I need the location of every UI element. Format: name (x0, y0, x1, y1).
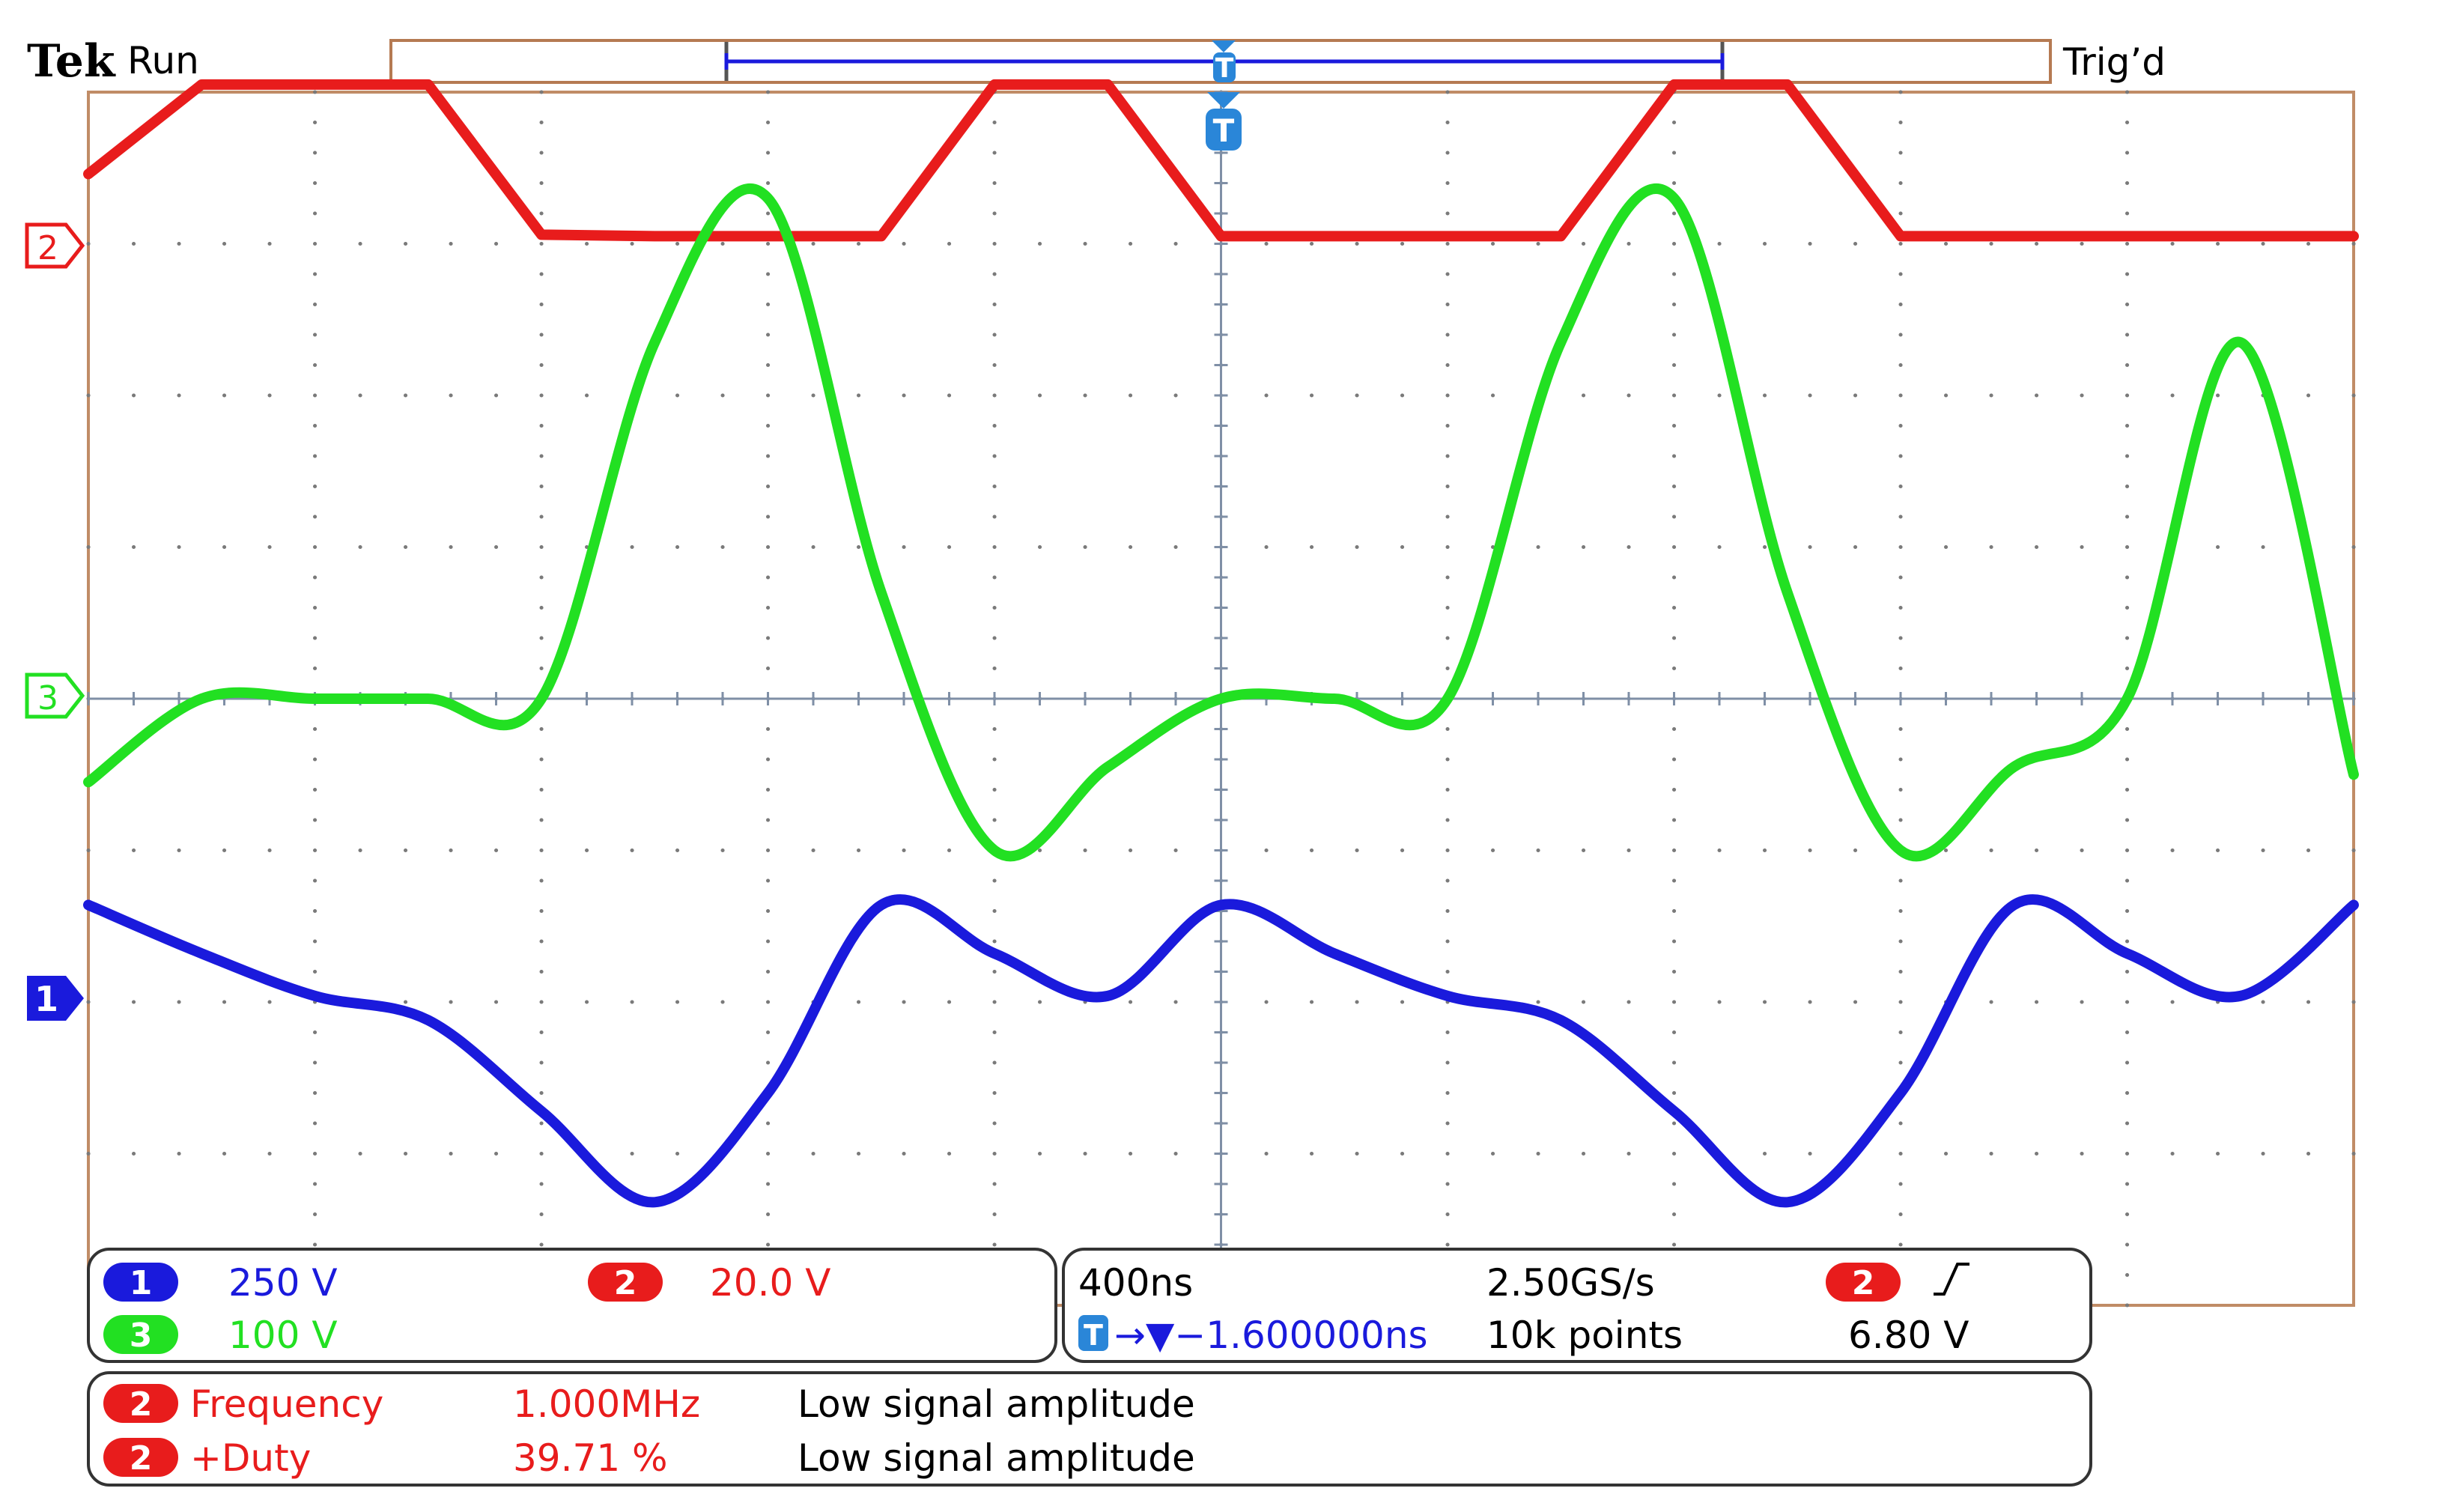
measurement-row[interactable]: 2 +Duty 39.71 % Low signal amplitude (103, 1436, 1195, 1480)
record-trigger-marker: T (1212, 40, 1236, 84)
measurement-channel-badge: 2 (130, 1439, 153, 1478)
ch2-waveform (83, 79, 2359, 242)
brand-logo: Tek (27, 35, 116, 88)
ch2-ground-marker[interactable]: 2 (25, 222, 85, 269)
trigger-state: Trig’d (2062, 40, 2166, 84)
trigger-position-label: T (1213, 112, 1235, 149)
measurement-status: Low signal amplitude (798, 1436, 1195, 1480)
record-view-bar[interactable]: T (389, 39, 2052, 84)
ch1-badge: 1 (130, 1264, 153, 1302)
ch3-waveform (83, 183, 2359, 862)
ch1-scale[interactable]: 1 250 V (103, 1261, 338, 1305)
run-state: Run (127, 39, 199, 82)
record-trigger-marker-label: T (1215, 53, 1234, 84)
trigger-source[interactable]: 2 (1826, 1263, 1901, 1302)
ch2-ground-marker-label: 2 (37, 229, 58, 267)
measurement-value: 1.000MHz (513, 1382, 700, 1426)
ch3-scale[interactable]: 3 100 V (103, 1314, 338, 1357)
ch1-scale-value: 250 V (228, 1261, 338, 1305)
measurements-panel: 2 Frequency 1.000MHz Low signal amplitud… (87, 1371, 2092, 1487)
trigger-position-marker[interactable]: T (1206, 92, 1242, 151)
horizontal-scale: 400ns (1078, 1261, 1193, 1305)
channel-scale-panel: 1 250 V 2 20.0 V 3 100 V (87, 1248, 1057, 1363)
ch1-ground-marker[interactable]: 1 (27, 976, 84, 1021)
ch1-waveform (83, 894, 2359, 1208)
measurement-name: Frequency (190, 1382, 383, 1426)
trigger-level: 6.80 V (1848, 1314, 1969, 1357)
measurement-status: Low signal amplitude (798, 1382, 1195, 1426)
ch2-scale-value: 20.0 V (710, 1261, 830, 1305)
waveform-traces (83, 79, 2359, 1208)
trigger-source-badge: 2 (1852, 1264, 1875, 1302)
trigger-delay-icon-label: T (1084, 1319, 1103, 1352)
timebase-panel[interactable]: 400ns 2.50GS/s T →▼−1.600000ns 10k point… (1062, 1248, 2092, 1363)
measurement-name: +Duty (190, 1436, 311, 1480)
ch3-ground-marker[interactable]: 3 (25, 672, 85, 719)
rising-edge-icon (1934, 1263, 1969, 1296)
record-length: 10k points (1486, 1314, 1683, 1357)
measurement-value: 39.71 % (513, 1436, 668, 1480)
trigger-delay-icon (1078, 1315, 1108, 1351)
ch2-badge: 2 (614, 1264, 637, 1302)
measurement-channel-badge: 2 (130, 1385, 153, 1424)
trigger-delay-value: →▼−1.600000ns (1114, 1314, 1428, 1357)
ch3-ground-marker-label: 3 (37, 679, 58, 717)
ch3-scale-value: 100 V (228, 1314, 338, 1357)
measurement-row[interactable]: 2 Frequency 1.000MHz Low signal amplitud… (103, 1382, 1195, 1426)
trigger-delay[interactable]: T →▼−1.600000ns (1078, 1314, 1428, 1357)
ch2-scale[interactable]: 2 20.0 V (588, 1261, 830, 1305)
ch3-badge: 3 (130, 1317, 153, 1355)
ch1-ground-marker-label: 1 (34, 979, 58, 1019)
sample-rate: 2.50GS/s (1486, 1261, 1655, 1305)
